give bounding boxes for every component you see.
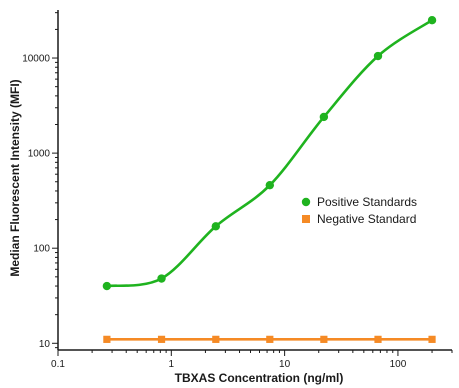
data-point bbox=[265, 180, 275, 190]
data-point bbox=[320, 335, 328, 343]
data-point bbox=[319, 112, 329, 122]
data-point bbox=[427, 15, 437, 25]
data-point bbox=[102, 281, 112, 291]
y-ticks: 10 100 1000 10000 bbox=[22, 12, 58, 350]
y-tick-label: 10000 bbox=[22, 54, 50, 65]
positive-standards-series bbox=[102, 15, 437, 291]
data-point bbox=[374, 335, 382, 343]
data-point bbox=[212, 335, 220, 343]
series-layer bbox=[102, 15, 437, 343]
y-axis-title: Median Fluorescent Intensity (MFI) bbox=[8, 79, 22, 276]
y-tick-label: 10 bbox=[39, 339, 51, 350]
data-point bbox=[266, 335, 274, 343]
x-ticks: 0.1 1 10 100 bbox=[51, 350, 453, 370]
plot-area: 0.1 1 10 100 10 100 1000 10000 bbox=[22, 10, 453, 370]
data-point bbox=[428, 335, 436, 343]
legend-item-negative: Negative Standard bbox=[302, 212, 416, 226]
legend-item-positive: Positive Standards bbox=[301, 195, 417, 209]
x-tick-label: 100 bbox=[390, 359, 407, 370]
x-axis-title: TBXAS Concentration (ng/ml) bbox=[175, 371, 344, 385]
legend-marker bbox=[302, 215, 310, 223]
legend-label: Negative Standard bbox=[317, 212, 416, 226]
x-tick-label: 0.1 bbox=[51, 359, 65, 370]
data-point bbox=[211, 222, 221, 231]
legend-marker bbox=[301, 197, 311, 207]
data-point bbox=[157, 274, 166, 283]
x-tick-label: 1 bbox=[169, 359, 175, 370]
fit-curve bbox=[106, 19, 433, 288]
negative-standard-series bbox=[103, 335, 436, 343]
y-tick-label: 100 bbox=[33, 244, 50, 255]
legend: Positive Standards Negative Standard bbox=[301, 195, 417, 226]
y-tick-label: 1000 bbox=[28, 149, 51, 160]
data-point bbox=[103, 335, 111, 343]
legend-label: Positive Standards bbox=[317, 195, 417, 209]
x-tick-label: 10 bbox=[279, 359, 291, 370]
data-point bbox=[373, 51, 383, 61]
data-point bbox=[157, 335, 166, 343]
